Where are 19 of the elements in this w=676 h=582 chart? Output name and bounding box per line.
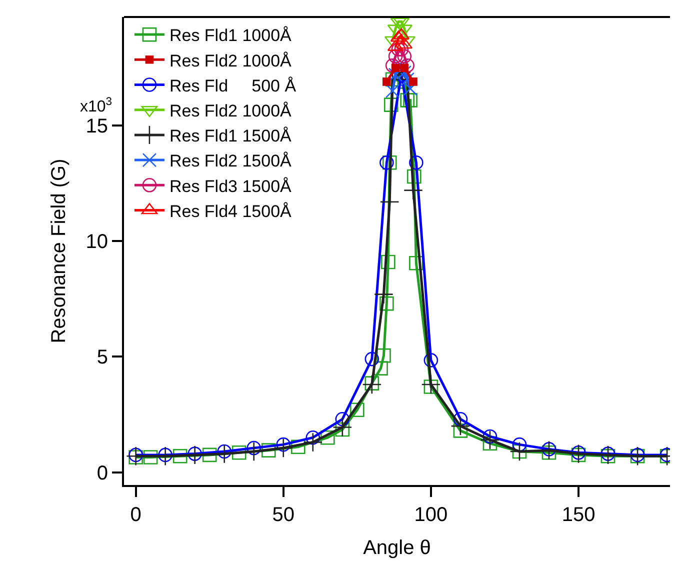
x-tick-label: 50 [272,504,294,526]
x-tick-label: 0 [130,504,142,526]
y-axis-title: Resonance Field (G) [48,158,70,344]
x-tick-label: 150 [562,504,596,526]
y-tick-label: 5 [96,346,108,369]
legend-label: Res Fld2 1500Å [169,152,292,171]
text: x10$^{3}$ [80,96,112,116]
legend-label: Res Fld2 1000Å [169,51,292,70]
legend-label: Res Fld4 1500Å [169,202,292,221]
y-tick-label: 15 [86,116,108,138]
x-tick-label: 100 [414,504,448,526]
legend-label: Res Fld1 1500Å [169,126,292,146]
y-tick-label: 0 [96,462,108,484]
x-axis-title: Angle θ [363,537,431,559]
legend-label: Res Fld3 1500Å [169,176,292,196]
y-tick-label: 10 [86,231,108,254]
legend-label: Res Fld1 1000Å [169,26,292,46]
legend-label: Res Fld 500 Å [169,76,297,96]
legend-label: Res Fld2 1000Å [169,101,292,120]
